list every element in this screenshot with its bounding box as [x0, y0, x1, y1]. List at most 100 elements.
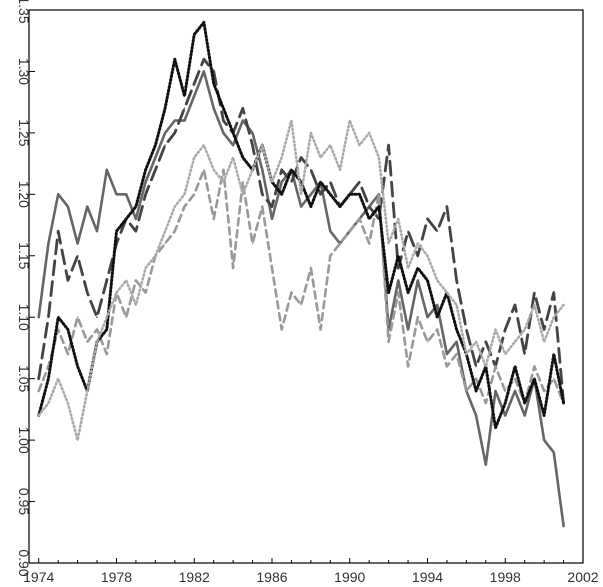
series-1-point [562, 525, 565, 527]
series-2-point [358, 181, 361, 183]
series-3-point [174, 230, 176, 232]
series-5-point [106, 316, 108, 319]
series-4-point [164, 107, 166, 110]
series-1-point [67, 205, 69, 208]
series-5-point [465, 353, 468, 355]
series-5-point [533, 304, 536, 306]
series-4-point [339, 205, 341, 208]
series-1-point [494, 390, 497, 392]
series-5-point [426, 255, 429, 257]
series-4-point [348, 193, 351, 196]
series-5-point [125, 279, 127, 282]
series-3-point [203, 169, 205, 171]
series-2-point [242, 107, 244, 110]
series-4-point [193, 33, 195, 36]
series-5-point [417, 242, 419, 245]
series-5-point [475, 341, 477, 343]
series-3-point [397, 291, 400, 294]
series-1-point [144, 181, 147, 183]
series-5-point [193, 156, 195, 159]
series-4-point [387, 291, 390, 294]
series-3-point [212, 218, 215, 220]
series-5-point [183, 193, 186, 196]
series-2-point [76, 255, 79, 257]
series-5-point [212, 169, 215, 171]
series-3-point [242, 181, 244, 183]
series-3-point [232, 267, 234, 269]
series-2-point [329, 181, 332, 183]
series-4-point [135, 205, 137, 208]
series-3-point [135, 279, 137, 282]
series-4-point [47, 377, 50, 380]
series-5-point [446, 291, 448, 294]
y-tick-label: 1.25 [16, 119, 32, 146]
series-2-point [387, 144, 390, 146]
series-1-point [280, 181, 283, 183]
series-2-point [106, 279, 108, 282]
series-1-point [417, 279, 419, 282]
series-1-point [485, 463, 487, 466]
series-2-point [86, 291, 89, 294]
series-4-point [562, 402, 565, 405]
series-3-point [261, 205, 264, 208]
series-1-point [475, 414, 477, 417]
series-1-point [37, 316, 40, 319]
series-4-point [504, 402, 507, 405]
series-2-point [290, 181, 293, 183]
series-2-point [174, 132, 176, 134]
series-1-point [193, 95, 195, 97]
series-5-point [455, 304, 458, 306]
series-2-point [251, 144, 254, 146]
y-tick-label: 1.00 [16, 426, 32, 453]
series-5-point [387, 242, 390, 245]
y-tick-label: 1.15 [16, 242, 32, 269]
series-4-point [67, 328, 69, 331]
series-3-point [455, 353, 458, 355]
series-4-point [426, 279, 429, 282]
series-2-point [57, 230, 59, 232]
series-5-point [96, 341, 98, 343]
series-3-point [37, 390, 40, 392]
series-1-point [407, 328, 409, 331]
series-1-point [514, 390, 516, 392]
series-1-point [436, 304, 439, 306]
series-4-point [242, 156, 244, 159]
series-2-point [533, 291, 536, 294]
series-5-point [378, 156, 380, 159]
series-5-point [348, 119, 351, 122]
series-5-point [280, 156, 283, 159]
series-5-point [37, 414, 40, 417]
series-2-point [96, 316, 98, 319]
series-1-point [271, 218, 273, 220]
series-1-point [397, 279, 400, 282]
series-5-point [261, 144, 264, 146]
series-5-point [154, 255, 157, 257]
y-tick-label: 1.05 [16, 365, 32, 392]
series-3-point [387, 341, 390, 343]
series-5-point [57, 377, 59, 380]
series-5-point [222, 181, 225, 183]
series-5-point [397, 218, 400, 220]
series-line-5-dotted-grey [37, 119, 565, 442]
x-tick-label: 1990 [334, 569, 365, 585]
series-2-point [504, 328, 507, 331]
x-axis-ticks: 1974 1978 1982 1986 1990 1994 1998 2002 [23, 558, 599, 585]
series-4-point [232, 132, 234, 134]
series-3-point [125, 316, 127, 319]
series-3-point [485, 402, 487, 405]
series-1-point [183, 119, 186, 122]
series-4-point [523, 402, 526, 405]
series-5-point [174, 205, 176, 208]
series-1-point [504, 414, 507, 417]
series-4-point [436, 316, 439, 319]
series-3-point [164, 242, 166, 245]
series-5-point [339, 169, 341, 171]
series-1-point [154, 156, 157, 159]
series-5-point [203, 144, 205, 146]
series-2-point [164, 144, 166, 146]
x-tick-label: 2002 [567, 569, 598, 585]
series-5-point [47, 402, 50, 405]
series-2-point [523, 353, 526, 355]
series-line-4-dotted-black [37, 20, 566, 430]
